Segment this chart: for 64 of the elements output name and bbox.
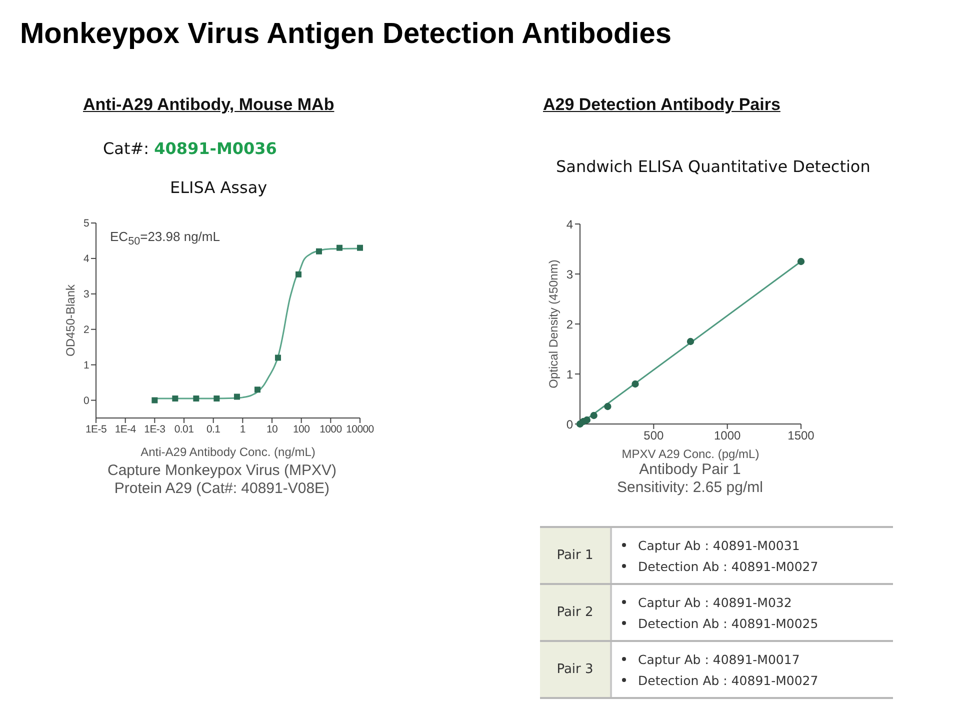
y-axis-title: OD450-Blank — [63, 283, 78, 357]
point — [274, 354, 281, 361]
x-tick-label: 1500 — [788, 428, 815, 443]
point — [686, 338, 694, 346]
x-tick-label: 10000 — [346, 423, 374, 436]
point — [336, 244, 342, 251]
point — [152, 397, 158, 404]
x-tick-label: 100 — [293, 423, 310, 436]
text: Detection Ab : 40891-M0027 — [638, 558, 818, 574]
y-tick-label: 4 — [566, 217, 574, 232]
y-tick-label: 2 — [83, 324, 90, 336]
point — [234, 394, 240, 400]
text: Detection Ab : 40891-M0027 — [638, 672, 818, 688]
text: Captur Ab : 40891-M032 — [638, 594, 792, 610]
x-tick-label: 0.1 — [206, 423, 221, 436]
annotation: EC$_{50}$=23.98 ng/mL — [110, 229, 220, 248]
x-axis-title: Anti-A29 Antibody Conc. (ng/mL) — [140, 445, 316, 459]
point — [316, 248, 322, 254]
y-tick-label: 1 — [566, 367, 574, 382]
text: Detection Ab : 40891-M0025 — [638, 616, 818, 630]
y-tick-label: 5 — [83, 218, 90, 230]
y-tick-label: 0 — [566, 417, 574, 432]
point — [357, 244, 363, 251]
x-tick-label: 1000 — [320, 423, 342, 436]
x-tick-label: 1E-3 — [144, 423, 166, 436]
y-tick-label: 3 — [566, 267, 574, 282]
y-tick-label: 3 — [83, 288, 90, 301]
text: Cat#: 40891-M0036 — [103, 139, 277, 158]
point — [193, 396, 200, 402]
x-tick-label: 0.01 — [174, 423, 194, 436]
chart-title: A29 Detection Antibody Pairs — [543, 95, 780, 115]
x-tick-label: 10 — [266, 423, 278, 436]
category-label: Pair 2 — [556, 605, 594, 620]
x-tick-label: 1E-4 — [114, 423, 136, 436]
chart-subtitle: Sandwich ELISA Quantitative Detection — [556, 157, 870, 176]
point — [590, 412, 598, 420]
category-label: Pair 3 — [556, 662, 594, 677]
x-tick-label: 1E-5 — [86, 423, 107, 436]
point — [797, 258, 805, 266]
point — [214, 396, 220, 402]
y-tick-label: 1 — [83, 360, 90, 372]
point — [172, 396, 178, 402]
x-tick-label: 1 — [240, 423, 246, 436]
text: Captur Ab : 40891-M0017 — [638, 652, 800, 666]
text: Captur Ab : 40891-M0031 — [638, 538, 800, 552]
y-tick-label: 0 — [83, 395, 90, 407]
text: Sensitivity: 2.65 pg/ml — [616, 479, 764, 497]
point — [583, 416, 591, 424]
chart-subtitle: ELISA Assay — [170, 178, 268, 197]
text: Monkeypox Virus Antigen Detection Antibodies — [20, 18, 672, 51]
point — [254, 386, 260, 393]
y-tick-label: 2 — [566, 317, 574, 332]
point — [295, 271, 302, 278]
y-tick-label: 4 — [83, 253, 90, 266]
point — [632, 380, 639, 388]
x-axis-title: MPXV A29 Conc. (pg/mL) — [622, 447, 760, 461]
y-axis-title: Optical Density (450nm) — [546, 260, 560, 388]
category-label: Pair 1 — [556, 548, 594, 563]
point — [604, 402, 612, 410]
text: Antibody Pair 1 — [638, 461, 742, 479]
x-tick-label: 1000 — [714, 428, 742, 443]
chart-title: Anti-A29 Antibody, Mouse MAb — [83, 95, 334, 115]
text: Capture Monkeypox Virus (MPXV) Protein A29 (Cat#: 40891-V08E) — [106, 462, 338, 498]
x-tick-label: 500 — [644, 428, 664, 443]
